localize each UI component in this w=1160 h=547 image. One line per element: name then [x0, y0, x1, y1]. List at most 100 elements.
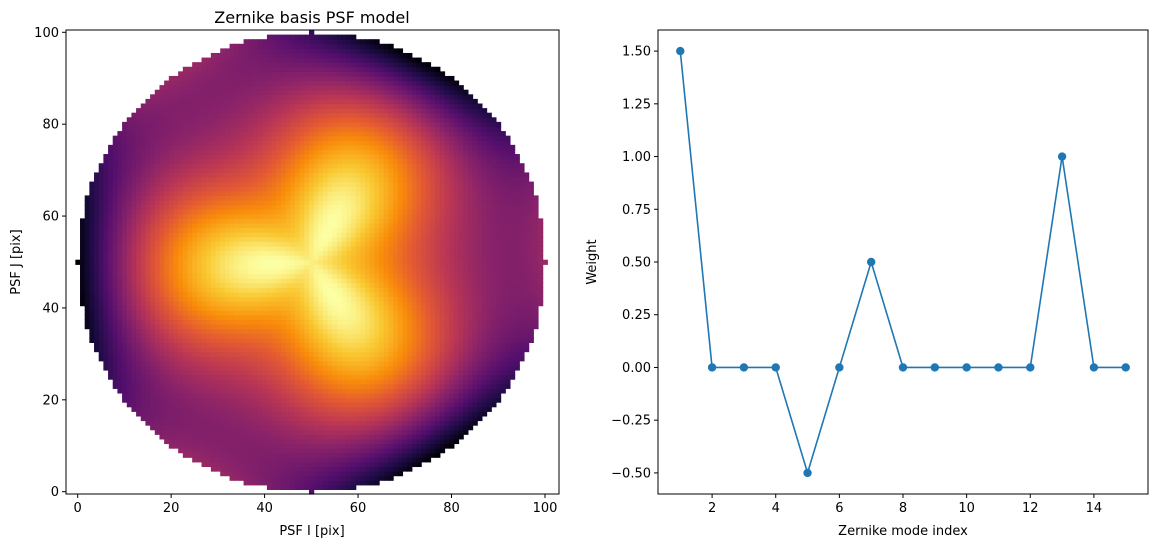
heatmap-cell — [444, 328, 450, 334]
heatmap-cell — [435, 438, 441, 445]
heatmap-cell — [486, 236, 492, 242]
heatmap-cell — [439, 314, 446, 321]
heatmap-cell — [439, 356, 446, 362]
heatmap-cell — [351, 457, 357, 463]
heatmap-cell — [257, 392, 263, 399]
heatmap-cell — [337, 434, 343, 440]
heatmap-cell — [182, 388, 189, 394]
heatmap-cell — [444, 392, 450, 399]
heatmap-cell — [173, 415, 179, 422]
heatmap-cell — [449, 236, 455, 242]
heatmap-cell — [351, 314, 357, 321]
heatmap-cell — [215, 314, 221, 321]
heatmap-cell — [94, 268, 100, 275]
heatmap-cell — [411, 301, 418, 307]
heatmap-cell — [318, 328, 324, 334]
heatmap-cell — [108, 333, 114, 339]
heatmap-cell — [351, 360, 357, 366]
heatmap-cell — [411, 374, 418, 380]
heatmap-cell — [463, 324, 469, 330]
heatmap-cell — [294, 328, 301, 334]
heatmap-cell — [402, 324, 408, 330]
heatmap-cell — [421, 411, 427, 417]
heatmap-cell — [257, 337, 263, 343]
heatmap-cell — [463, 287, 469, 293]
heatmap-cell — [365, 305, 371, 311]
heatmap-cell — [332, 333, 338, 339]
heatmap-cell — [234, 466, 240, 472]
heatmap-cell — [318, 429, 324, 435]
heatmap-cell — [187, 296, 193, 302]
heatmap-cell — [131, 351, 137, 357]
heatmap-cell — [150, 411, 156, 417]
heatmap-cell — [341, 268, 347, 275]
heatmap-cell — [187, 250, 193, 256]
heatmap-cell — [528, 241, 534, 247]
heatmap-cell — [397, 379, 404, 385]
heatmap-cell — [276, 278, 282, 284]
heatmap-cell — [224, 209, 231, 215]
heatmap-cell — [248, 227, 254, 233]
heatmap-cell — [234, 434, 240, 440]
heatmap-cell — [168, 314, 175, 321]
heatmap-cell — [332, 222, 338, 229]
heatmap-cell — [238, 356, 245, 362]
heatmap-cell — [140, 328, 147, 334]
heatmap-cell — [192, 250, 198, 256]
heatmap-cell — [196, 296, 203, 302]
heatmap-cell — [182, 305, 189, 311]
heatmap-cell — [379, 369, 385, 376]
heatmap-cell — [425, 333, 432, 339]
heatmap-cell — [309, 369, 315, 376]
heatmap-cell — [168, 443, 175, 449]
heatmap-cell — [407, 452, 413, 458]
heatmap-cell — [304, 365, 310, 371]
heatmap-cell — [154, 296, 161, 302]
heatmap-cell — [168, 287, 175, 293]
heatmap-cell — [229, 475, 235, 481]
heatmap-cell — [304, 346, 310, 353]
heatmap-cell — [248, 351, 254, 357]
heatmap-cell — [519, 259, 525, 265]
heatmap-cell — [495, 264, 502, 270]
heatmap-cell — [206, 356, 212, 362]
heatmap-cell — [285, 383, 291, 389]
heatmap-cell — [537, 287, 544, 293]
heatmap-cell — [495, 351, 502, 357]
heatmap-cell — [346, 255, 352, 261]
heatmap-cell — [168, 429, 175, 435]
heatmap-cell — [472, 415, 478, 422]
heatmap-cell — [220, 388, 226, 394]
heatmap-cell — [477, 346, 483, 353]
heatmap-cell — [168, 434, 175, 440]
heatmap-cell — [421, 429, 427, 435]
heatmap-cell — [196, 406, 203, 412]
heatmap-cell — [168, 356, 175, 362]
heatmap-cell — [425, 448, 432, 454]
heatmap-cell — [248, 346, 254, 353]
heatmap-cell — [486, 342, 492, 348]
heatmap-cell — [486, 273, 492, 279]
heatmap-cell — [122, 268, 128, 275]
heatmap-cell — [341, 314, 347, 321]
heatmap-cell — [388, 457, 394, 463]
heatmap-cell — [505, 273, 511, 279]
heatmap-cell — [430, 415, 436, 422]
heatmap-cell — [453, 324, 460, 330]
heatmap-cell — [332, 232, 338, 238]
heatmap-cell — [477, 218, 483, 224]
heatmap-cell — [444, 333, 450, 339]
heatmap-cell — [276, 420, 282, 426]
heatmap-cell — [248, 337, 254, 343]
heatmap-cell — [182, 273, 189, 279]
heatmap-cell — [234, 209, 240, 215]
heatmap-cell — [388, 397, 394, 403]
heatmap-cell — [346, 475, 352, 481]
heatmap-cell — [533, 305, 539, 311]
heatmap-cell — [383, 411, 390, 417]
heatmap-cell — [444, 420, 450, 426]
heatmap-cell — [491, 301, 497, 307]
heatmap-cell — [369, 448, 376, 454]
heatmap-cell — [257, 218, 263, 224]
heatmap-cell — [285, 452, 291, 458]
